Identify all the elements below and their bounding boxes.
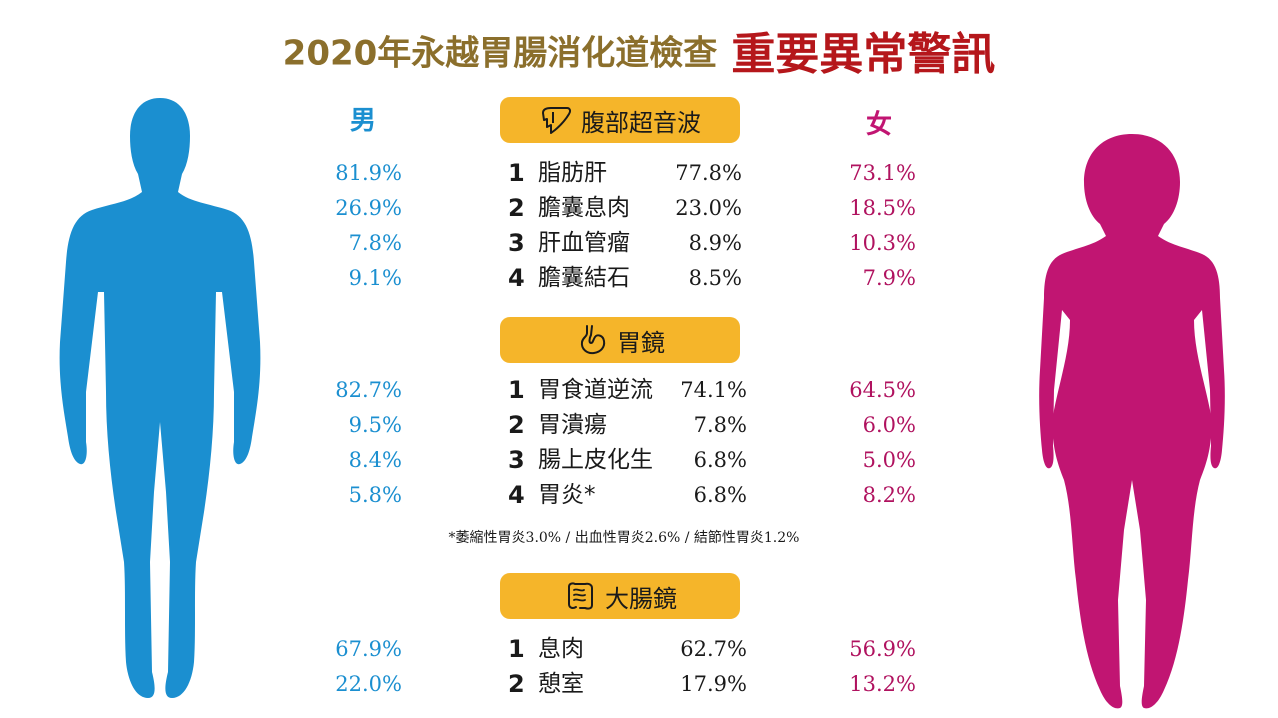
female-value: 18.5% <box>849 196 916 220</box>
rank-number: 4 <box>508 264 525 292</box>
table-row: 7.8% 3 肝血管瘤 8.9% 10.3% <box>0 226 1278 260</box>
title-part-2: 重要異常警訊 <box>731 29 996 80</box>
table-row: 67.9% 1 息肉 62.7% 56.9% <box>0 632 1278 666</box>
table-row: 82.7% 1 胃食道逆流 74.1% 64.5% <box>0 373 1278 407</box>
total-value: 8.9% <box>688 231 742 255</box>
male-value: 82.7% <box>335 378 402 402</box>
item-name: 膽囊息肉 <box>538 195 630 221</box>
section-title: 大腸鏡 <box>605 584 677 613</box>
female-value: 7.9% <box>862 266 916 290</box>
item-name: 脂肪肝 <box>538 160 607 186</box>
rank-number: 2 <box>508 670 525 698</box>
section-header-gastroscopy: 胃鏡 <box>500 317 740 363</box>
female-silhouette <box>1039 134 1225 709</box>
female-value: 56.9% <box>849 637 916 661</box>
rank-number: 1 <box>508 635 525 663</box>
stomach-icon <box>580 325 606 355</box>
male-value: 67.9% <box>335 637 402 661</box>
male-value: 9.5% <box>348 413 402 437</box>
total-value: 6.8% <box>693 483 747 507</box>
total-value: 77.8% <box>675 161 742 185</box>
section-header-colonoscopy: 大腸鏡 <box>500 573 740 619</box>
male-value: 81.9% <box>335 161 402 185</box>
male-value: 8.4% <box>348 448 402 472</box>
total-value: 8.5% <box>688 266 742 290</box>
table-row: 9.5% 2 胃潰瘍 7.8% 6.0% <box>0 408 1278 442</box>
item-name: 肝血管瘤 <box>538 230 630 256</box>
page-title: 2020年永越胃腸消化道檢查 重要異常警訊 <box>0 18 1278 82</box>
item-name: 胃炎* <box>538 482 596 508</box>
liver-icon <box>542 107 572 134</box>
item-name: 胃潰瘍 <box>538 412 607 438</box>
total-value: 7.8% <box>693 413 747 437</box>
total-value: 23.0% <box>675 196 742 220</box>
female-value: 73.1% <box>849 161 916 185</box>
female-value: 5.0% <box>862 448 916 472</box>
section-header-abdominal-ultrasound: 腹部超音波 <box>500 97 740 143</box>
item-name: 胃食道逆流 <box>538 377 653 403</box>
male-value: 7.8% <box>348 231 402 255</box>
item-name: 腸上皮化生 <box>538 447 653 473</box>
male-silhouette <box>59 98 261 698</box>
rank-number: 3 <box>508 446 525 474</box>
item-name: 憩室 <box>538 671 584 697</box>
section-title: 腹部超音波 <box>581 108 701 137</box>
total-value: 74.1% <box>680 378 747 402</box>
female-value: 8.2% <box>862 483 916 507</box>
item-name: 息肉 <box>538 636 584 662</box>
footnote: *萎縮性胃炎3.0% / 出血性胃炎2.6% / 結節性胃炎1.2% <box>448 530 800 546</box>
female-value: 10.3% <box>849 231 916 255</box>
item-name: 膽囊結石 <box>538 265 630 291</box>
male-value: 22.0% <box>335 672 402 696</box>
table-row: 5.8% 4 胃炎* 6.8% 8.2% <box>0 478 1278 512</box>
male-value: 9.1% <box>348 266 402 290</box>
table-row: 81.9% 1 脂肪肝 77.8% 73.1% <box>0 156 1278 190</box>
male-value: 5.8% <box>348 483 402 507</box>
male-value: 26.9% <box>335 196 402 220</box>
rank-number: 1 <box>508 159 525 187</box>
male-label: 男 <box>350 106 377 136</box>
table-row: 9.1% 4 膽囊結石 8.5% 7.9% <box>0 261 1278 295</box>
rank-number: 3 <box>508 229 525 257</box>
title-part-1: 2020年永越胃腸消化道檢查 <box>282 33 718 74</box>
section-title: 胃鏡 <box>617 328 665 357</box>
rank-number: 2 <box>508 194 525 222</box>
female-value: 64.5% <box>849 378 916 402</box>
total-value: 6.8% <box>693 448 747 472</box>
rank-number: 2 <box>508 411 525 439</box>
rank-number: 4 <box>508 481 525 509</box>
table-row: 26.9% 2 膽囊息肉 23.0% 18.5% <box>0 191 1278 225</box>
total-value: 17.9% <box>680 672 747 696</box>
rank-number: 1 <box>508 376 525 404</box>
female-value: 13.2% <box>849 672 916 696</box>
table-row: 22.0% 2 憩室 17.9% 13.2% <box>0 667 1278 701</box>
female-label: 女 <box>866 110 893 140</box>
total-value: 62.7% <box>680 637 747 661</box>
female-value: 6.0% <box>862 413 916 437</box>
intestine-icon <box>568 582 593 610</box>
table-row: 8.4% 3 腸上皮化生 6.8% 5.0% <box>0 443 1278 477</box>
